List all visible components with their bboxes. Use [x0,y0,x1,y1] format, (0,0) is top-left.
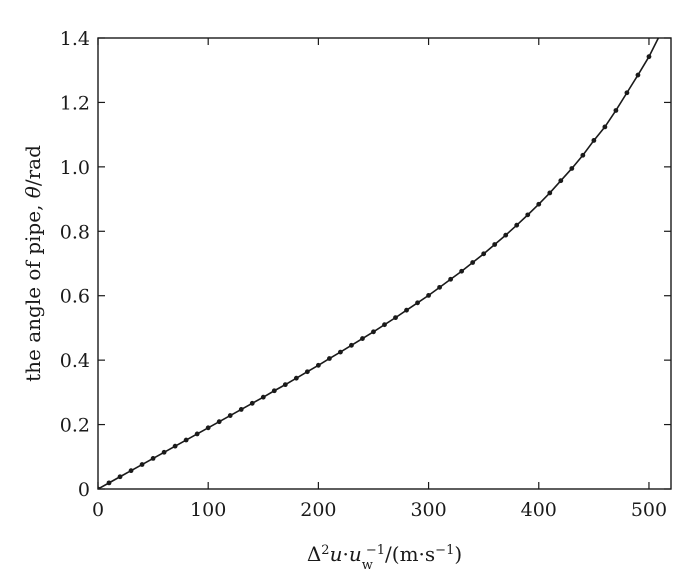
data-point [470,260,476,265]
y-axis-label: the angle of pipe, θ/rad [21,145,45,382]
data-point [459,268,465,274]
y-tick-label: 0 [78,479,90,501]
data-point [382,322,387,328]
data-point [646,54,652,60]
y-tick-label: 1.4 [60,28,90,50]
data-point [503,232,509,238]
y-tick-label: 1.2 [60,92,90,114]
data-point [669,10,674,15]
data-point [304,369,310,375]
data-point [558,178,564,184]
data-point [128,468,134,474]
data-point [338,349,343,355]
data-point [426,292,431,298]
x-axis: 0 100 200 300 400 500 [92,38,667,521]
data-point [293,375,299,381]
data-point [624,90,630,96]
y-tick-label: 0.8 [60,221,90,243]
data-point [360,336,365,341]
data-point [117,474,123,480]
data-point [205,425,211,431]
x-tick-label: 200 [300,499,336,521]
data-point [569,166,575,171]
data-point [150,455,156,461]
data-point [183,437,189,443]
y-tick-label: 0.4 [60,350,90,372]
y-tick-label: 0.6 [60,286,90,308]
data-point [514,222,520,228]
series-line [98,38,660,489]
data-point [194,431,200,437]
data-point [525,212,531,218]
data-point [602,124,608,130]
data-point [547,190,553,196]
data-point [404,307,409,313]
data-point [161,449,167,455]
data-point [172,443,178,449]
data-point [437,284,442,290]
data-point [315,362,321,368]
axes-frame [97,37,672,490]
x-tick-label: 0 [92,499,104,521]
data-point [227,413,233,418]
data-point [658,32,663,37]
data-point [635,72,641,78]
data-point [249,400,255,406]
x-tick-label: 500 [631,499,667,521]
x-tick-label: 400 [521,499,557,521]
data-point [260,394,266,400]
x-tick-label: 300 [410,499,446,521]
data-point [327,356,332,361]
data-point [106,480,112,486]
data-point [393,315,398,321]
y-tick-label: 1.0 [60,157,90,179]
y-tick-label: 0.2 [60,415,90,437]
y-axis: 0 0.2 0.4 0.6 0.8 1.0 1.2 1.4 [60,28,671,501]
data-point [139,462,145,467]
data-point [415,300,420,306]
x-axis-label: Δ2u·uw−1/(m·s−1) [307,542,462,573]
plot-area [98,10,674,489]
data-point [492,242,498,247]
data-point [613,108,619,113]
data-point [216,419,222,425]
data-point [481,251,487,257]
data-point [282,382,288,388]
x-tick-label: 100 [190,499,226,521]
data-point [591,138,597,143]
data-point [536,201,542,207]
data-point [580,152,586,158]
data-point [371,329,376,335]
data-point [238,407,244,412]
data-point [448,276,454,282]
data-point [349,342,354,348]
data-point [271,388,277,394]
